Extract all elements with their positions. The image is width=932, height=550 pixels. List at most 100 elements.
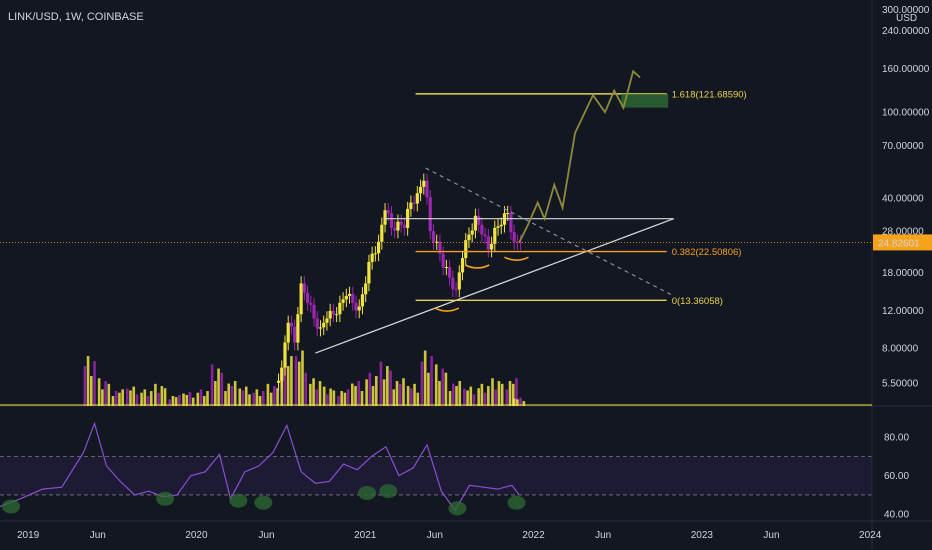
volume-bar [90, 376, 93, 406]
rsi-line [0, 421, 520, 512]
volume-bar [214, 381, 217, 406]
volume-bar [107, 383, 111, 406]
candle-body [467, 234, 471, 241]
volume-bar [444, 372, 448, 406]
rsi-highlight [2, 499, 21, 514]
volume-bar [125, 388, 129, 406]
candle-body [376, 241, 381, 254]
candle-body [389, 213, 394, 228]
candle-body [357, 306, 361, 311]
candle-body [354, 302, 358, 311]
volume-bar [286, 366, 290, 406]
candle-body [438, 241, 442, 254]
volume-bar [168, 399, 171, 406]
candle-body [425, 180, 429, 198]
time-tick-label: 2021 [354, 530, 377, 541]
fib-level-label: 1.618(121.68590) [672, 89, 747, 100]
volume-bar [191, 397, 195, 406]
volume-bar [318, 381, 322, 406]
volume-bar [466, 390, 469, 406]
volume-bar [132, 386, 136, 406]
volume-bar [129, 390, 132, 406]
time-tick-label: Jun [90, 530, 106, 541]
candle-body [364, 283, 368, 295]
volume-bar [258, 396, 262, 406]
volume-bar [188, 392, 192, 406]
price-tick-label: 70.00000 [882, 141, 924, 152]
volume-bar [171, 396, 175, 406]
price-tick-label: 8.00000 [882, 344, 919, 355]
volume-bar [297, 361, 301, 406]
volume-bar [230, 386, 234, 406]
candle-body [509, 213, 513, 233]
candle-body [435, 241, 439, 243]
volume-bar [312, 378, 315, 406]
volume-bar [149, 391, 153, 406]
volume-bar [343, 392, 347, 406]
support-marker [504, 256, 529, 261]
volume-bar [97, 378, 101, 406]
time-tick-label: Jun [595, 530, 611, 541]
volume-bar [515, 378, 518, 406]
volume-bar [224, 391, 227, 406]
volume-bar [210, 364, 214, 406]
candle-body [280, 367, 284, 381]
volume-bar [455, 386, 458, 406]
volume-bar [248, 394, 251, 406]
candle-body [480, 224, 484, 235]
drawings: 1.618(121.68590) 0.382(22.50806) 0(13.3605… [0, 69, 872, 354]
candle-body [399, 221, 403, 225]
volume-bar [220, 372, 224, 406]
candle-body [428, 197, 432, 232]
volume-bar [255, 389, 259, 406]
volume-bar [441, 368, 444, 406]
volume-bar [322, 386, 326, 406]
candle-body [444, 267, 448, 269]
volume-bar [266, 383, 270, 406]
support-marker [464, 264, 490, 269]
volume-bar [477, 388, 480, 406]
price-tick-label: 18.00000 [882, 268, 924, 279]
volume-bar [111, 396, 115, 406]
volume-bar [386, 366, 389, 406]
candle-body [276, 380, 281, 383]
candle-body [296, 314, 300, 343]
volume-bar [118, 392, 121, 406]
volume-bar [483, 392, 487, 406]
candle-body [338, 302, 342, 315]
candle-body [519, 242, 523, 244]
price-tick-label: 5.50000 [882, 379, 919, 390]
target-zone [621, 93, 669, 108]
candle-body [422, 180, 426, 187]
volume-bar [472, 394, 476, 406]
volume-bar [146, 396, 150, 406]
volume-bar [395, 381, 399, 406]
candle-body [493, 227, 497, 244]
price-tick-label: 160.00000 [882, 64, 930, 75]
candle-body [418, 186, 423, 194]
volume-bar [206, 391, 209, 406]
rsi-tick-label: 80.00 [884, 433, 909, 444]
candle-body [322, 322, 326, 328]
candle-body [489, 243, 494, 250]
volume-bar [392, 389, 396, 406]
volume-bar [402, 378, 405, 406]
volume-bar [448, 391, 452, 406]
volume-bar [121, 389, 124, 406]
volume-bar [451, 383, 455, 406]
candle-body [335, 314, 339, 316]
volume-bar [423, 350, 427, 406]
time-tick-label: 2022 [522, 530, 545, 541]
volume-bar [382, 379, 386, 406]
volume-bar [217, 368, 220, 406]
volume-bar [104, 381, 107, 406]
candle-body [315, 318, 319, 329]
rsi-highlight [448, 501, 467, 516]
volume-bar [337, 396, 340, 406]
candle-body [412, 202, 416, 204]
volume-bar [269, 392, 273, 406]
symbol-title: LINK/USD, 1W, COINBASE [8, 11, 144, 23]
volume-bar [140, 392, 143, 406]
volume-bar [516, 399, 519, 406]
